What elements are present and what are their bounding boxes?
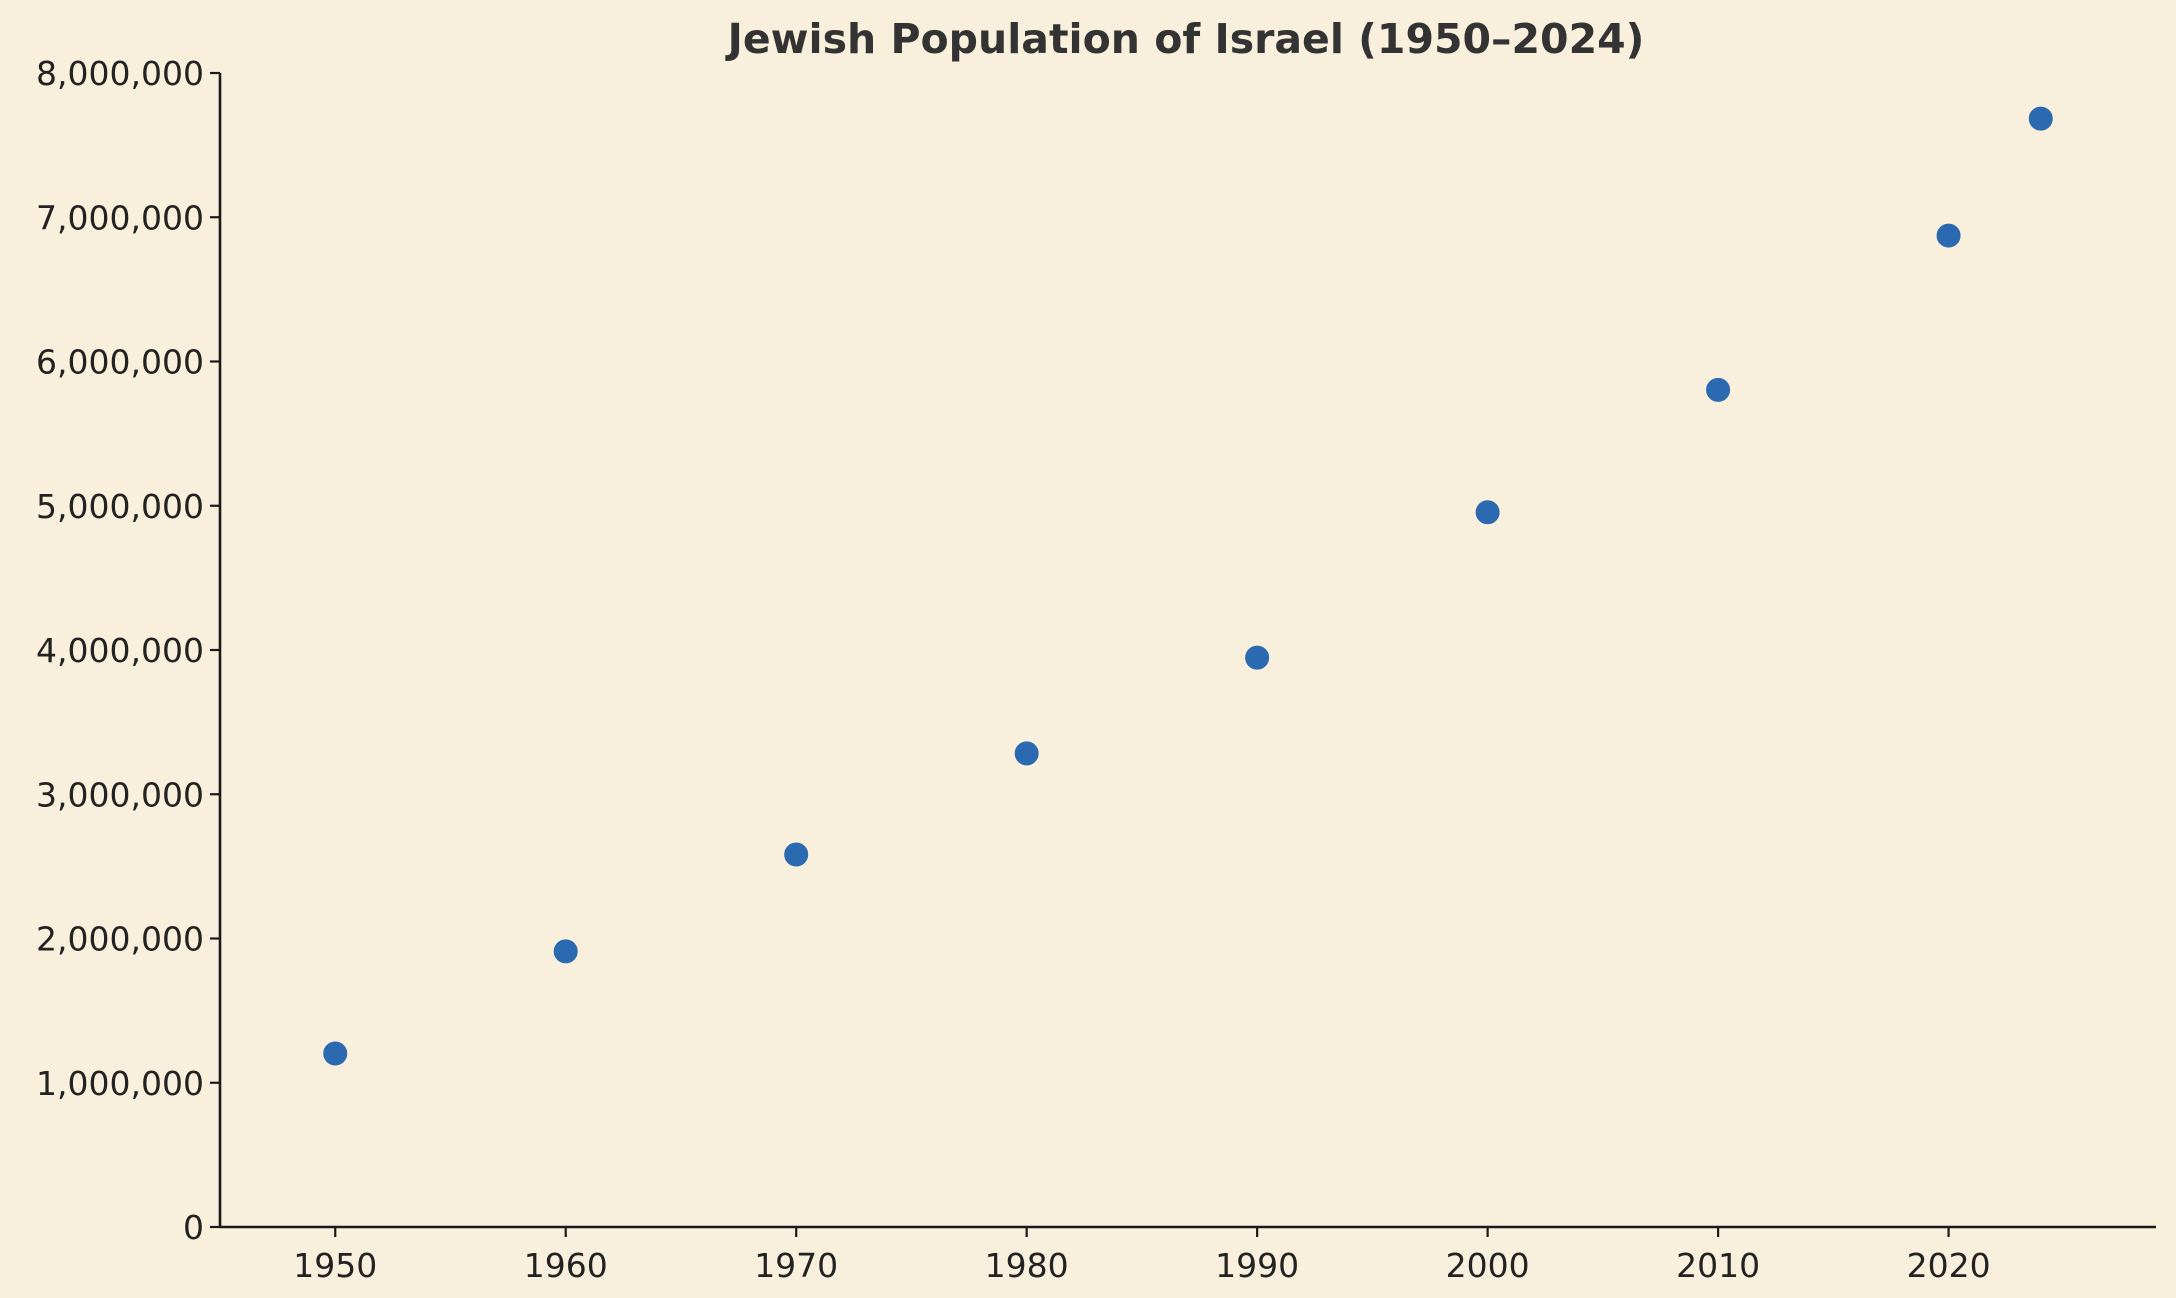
y-axis: 0 1,000,000 2,000,000 3,000,000 4,000,000 5,0… [36, 54, 222, 1247]
x-tick-label: 2020 [1907, 1246, 1991, 1285]
y-tick-label: 3,000,000 [36, 775, 204, 814]
x-tick-label: 2000 [1446, 1246, 1530, 1285]
y-tick-label: 0 [183, 1208, 204, 1247]
chart-title: Jewish Population of Israel (1950–2024) [725, 15, 1645, 63]
data-point-1990 [1243, 643, 1272, 672]
x-tick-label: 1990 [1215, 1246, 1299, 1285]
y-tick-label: 1,000,000 [36, 1064, 204, 1103]
data-points [321, 104, 2055, 1068]
y-tick-label: 5,000,000 [36, 487, 204, 526]
x-tick-label: 1980 [985, 1246, 1069, 1285]
data-point-1950 [321, 1039, 350, 1068]
data-point-1960 [551, 937, 580, 966]
x-tick-label: 1960 [524, 1246, 608, 1285]
y-tick-label: 2,000,000 [36, 920, 204, 959]
data-point-1980 [1012, 739, 1041, 768]
x-tick-label: 1950 [293, 1246, 377, 1285]
x-tick-label: 2010 [1676, 1246, 1760, 1285]
y-tick-label: 4,000,000 [36, 631, 204, 670]
data-point-1970 [782, 840, 811, 869]
data-point-2000 [1473, 498, 1502, 527]
y-tick-label: 7,000,000 [36, 198, 204, 237]
x-axis: 1950 1960 1970 1980 1990 2000 2010 2020 [220, 1225, 2156, 1285]
data-point-2024 [2026, 104, 2055, 133]
y-tick-label: 8,000,000 [36, 54, 204, 93]
data-point-2010 [1704, 375, 1733, 404]
x-tick-label: 1970 [754, 1246, 838, 1285]
y-tick-label: 6,000,000 [36, 343, 204, 382]
data-point-2020 [1934, 221, 1963, 250]
